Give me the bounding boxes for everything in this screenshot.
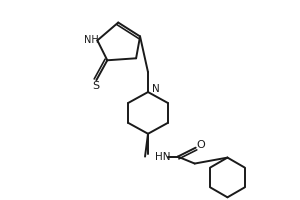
Text: N: N xyxy=(152,84,160,94)
Text: O: O xyxy=(196,140,205,150)
Text: S: S xyxy=(92,81,99,91)
Text: NH: NH xyxy=(84,35,99,45)
Text: HN: HN xyxy=(155,152,170,162)
